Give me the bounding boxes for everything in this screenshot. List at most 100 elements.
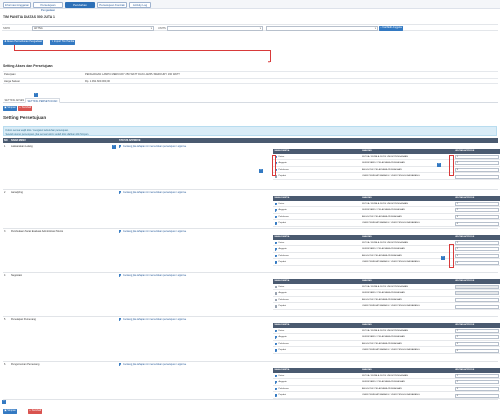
save-button-bottom[interactable]: ▣ Simpan <box>3 409 17 414</box>
member-position: KETUA / KEPALA DIVISI UMUM PENGADAAN <box>362 329 408 332</box>
approval-order-input[interactable] <box>455 297 499 302</box>
info-notice: Kolom semua wajib diisi / mengatur kebut… <box>3 126 497 136</box>
approval-order-input[interactable]: 1 <box>455 240 499 245</box>
stage-name: Penetapan Pemenang <box>11 318 36 321</box>
stage-number: 2 <box>4 191 6 194</box>
approval-order-input[interactable]: 3 <box>455 214 499 219</box>
approval-table-header: NO NAMA MENU STATUS APPROVE <box>3 138 498 143</box>
member-role: Ketua <box>278 285 285 288</box>
approval-order-input[interactable]: 2 <box>455 335 499 340</box>
tab-persetujuan-kontrak[interactable]: Persetujuan Kontrak <box>97 1 127 8</box>
approval-order-input[interactable]: 3 <box>455 167 499 172</box>
committee-row: Ketua KETUA / KEPALA DIVISI UMUM PENGADA… <box>273 328 500 335</box>
member-checkbox[interactable] <box>274 298 277 302</box>
member-checkbox[interactable] <box>274 336 277 339</box>
member-checkbox[interactable] <box>274 342 277 346</box>
step-marker: 4 <box>441 256 445 260</box>
member-checkbox[interactable] <box>274 202 277 205</box>
step-marker: 4 <box>437 163 441 167</box>
tab-setting-persetujuan[interactable]: SETTING PERSETUJUAN <box>25 98 60 103</box>
tab-informasi-anggaran[interactable]: Informasi Anggaran <box>3 1 31 8</box>
tab-activity-log[interactable]: Activity Log <box>129 1 151 8</box>
committee-table-header: NAMA PANITIA JABATAN URUTAN APPROVE <box>273 279 500 284</box>
back-button-bottom[interactable]: ↩ Kembali <box>28 409 43 414</box>
member-checkbox[interactable] <box>274 387 277 391</box>
committee-row: Anggota SEKRETARIS / PELAKSANA PENGADAAN… <box>273 246 500 253</box>
approval-order-input[interactable]: 1 <box>455 373 499 378</box>
approval-order-input[interactable]: 2 <box>455 380 499 385</box>
approve-checkbox[interactable] <box>119 230 122 233</box>
tab-setting-akses[interactable]: SETTING AKSES <box>4 99 25 102</box>
top-nav: Informasi Anggaran Persetujuan Pengadaan… <box>0 0 500 12</box>
approve-checkbox[interactable] <box>119 191 122 194</box>
approval-order-input[interactable] <box>455 291 499 296</box>
skpd-select[interactable]: AKTIVA ▾ <box>32 26 154 31</box>
stage-name: Laksanakan Lelang <box>11 145 33 148</box>
member-role: Pejabat <box>278 261 286 264</box>
save-button-top[interactable]: ▣ Simpan <box>3 106 17 111</box>
approval-order-input[interactable]: 3 <box>455 253 499 258</box>
back-button-top[interactable]: ↩ Kembali <box>18 106 33 111</box>
member-checkbox[interactable] <box>274 215 277 219</box>
approval-order-input[interactable]: 3 <box>455 386 499 391</box>
sub-tabs: SETTING AKSES SETTING PERSETUJUAN <box>3 97 498 103</box>
tab-persetujuan-pengadaan[interactable]: Persetujuan Pengadaan <box>33 1 63 12</box>
info-row: Pekerjaan PENGADAAN LAMPU MERCURY 250 WAT… <box>3 71 498 77</box>
approval-order-input[interactable] <box>455 174 499 179</box>
annotation-line <box>270 50 271 62</box>
member-checkbox[interactable] <box>274 285 277 288</box>
search-member-button[interactable]: ⌕ Cari/Edit Anggota <box>379 26 403 31</box>
approval-order-input[interactable]: 1 <box>455 201 499 206</box>
approval-order-input[interactable]: 4 <box>455 348 499 353</box>
member-checkbox[interactable] <box>274 222 277 225</box>
member-checkbox[interactable] <box>274 292 277 295</box>
committee-row: Pelaksana ANGGOTA / PELAKSANA PENGADAAN … <box>273 386 500 393</box>
approve-checkbox[interactable] <box>119 274 122 277</box>
approval-order-input[interactable]: 3 <box>455 341 499 346</box>
member-role: Pejabat <box>278 175 286 178</box>
member-checkbox[interactable] <box>274 209 277 212</box>
approval-order-input[interactable]: 2 <box>455 247 499 252</box>
member-checkbox[interactable] <box>274 349 277 352</box>
member-checkbox[interactable] <box>274 394 277 397</box>
unit-select[interactable]: ▾ <box>167 26 263 31</box>
member-checkbox[interactable] <box>274 305 277 308</box>
approval-order-input[interactable]: 4 <box>455 393 499 398</box>
approve-checkbox[interactable] <box>119 145 122 148</box>
approval-order-input[interactable] <box>455 304 499 309</box>
secondary-select[interactable]: ▾ <box>266 26 378 31</box>
member-role: Pelaksana <box>278 387 289 390</box>
member-checkbox[interactable] <box>274 241 277 244</box>
member-role: Anggota <box>278 209 287 212</box>
approve-checkbox-label: Centang jika tahapan ini memerlukan pers… <box>123 191 187 194</box>
stage-number: 5 <box>4 318 6 321</box>
member-checkbox[interactable] <box>274 261 277 264</box>
member-role: Pejabat <box>278 305 286 308</box>
member-checkbox[interactable] <box>274 254 277 258</box>
approval-order-input[interactable] <box>455 284 499 289</box>
tab-perubahan-pengadaan[interactable]: Perubahan Pengadaan <box>65 1 95 12</box>
member-checkbox[interactable] <box>274 329 277 332</box>
approval-order-input[interactable]: 1 <box>455 154 499 159</box>
member-checkbox[interactable] <box>274 374 277 377</box>
approval-order-input[interactable]: 2 <box>455 161 499 166</box>
member-role: Pejabat <box>278 394 286 397</box>
approval-order-input[interactable]: 4 <box>455 221 499 226</box>
approval-order-input[interactable]: 2 <box>455 208 499 213</box>
approve-checkbox[interactable] <box>119 318 122 321</box>
committee-row: Anggota SEKRETARIS / PELAKSANA PENGADAAN… <box>273 160 500 167</box>
member-role: Pelaksana <box>278 215 289 218</box>
committee-row: Pelaksana ANGGOTA / PELAKSANA PENGADAAN … <box>273 341 500 348</box>
chevron-down-icon: ▾ <box>150 27 152 31</box>
approval-order-input[interactable]: 1 <box>455 328 499 333</box>
access-request-button[interactable]: ✚ Akses Permohonan Pengadaan <box>3 40 44 45</box>
approval-order-input[interactable]: 4 <box>455 260 499 265</box>
member-checkbox[interactable] <box>274 248 277 251</box>
approve-checkbox[interactable] <box>119 363 122 366</box>
member-position: ANGGOTA / PELAKSANA PENGADAAN <box>362 215 402 218</box>
member-checkbox[interactable] <box>274 381 277 384</box>
search-icon: ⌕ <box>380 26 383 30</box>
member-position: USER PEMBUAT BARANG / USER PENGGUNA BARA… <box>362 305 420 308</box>
step-marker: 3 <box>259 169 263 173</box>
import-team-button[interactable]: ⇪ Import Tim Panitia <box>50 40 76 45</box>
